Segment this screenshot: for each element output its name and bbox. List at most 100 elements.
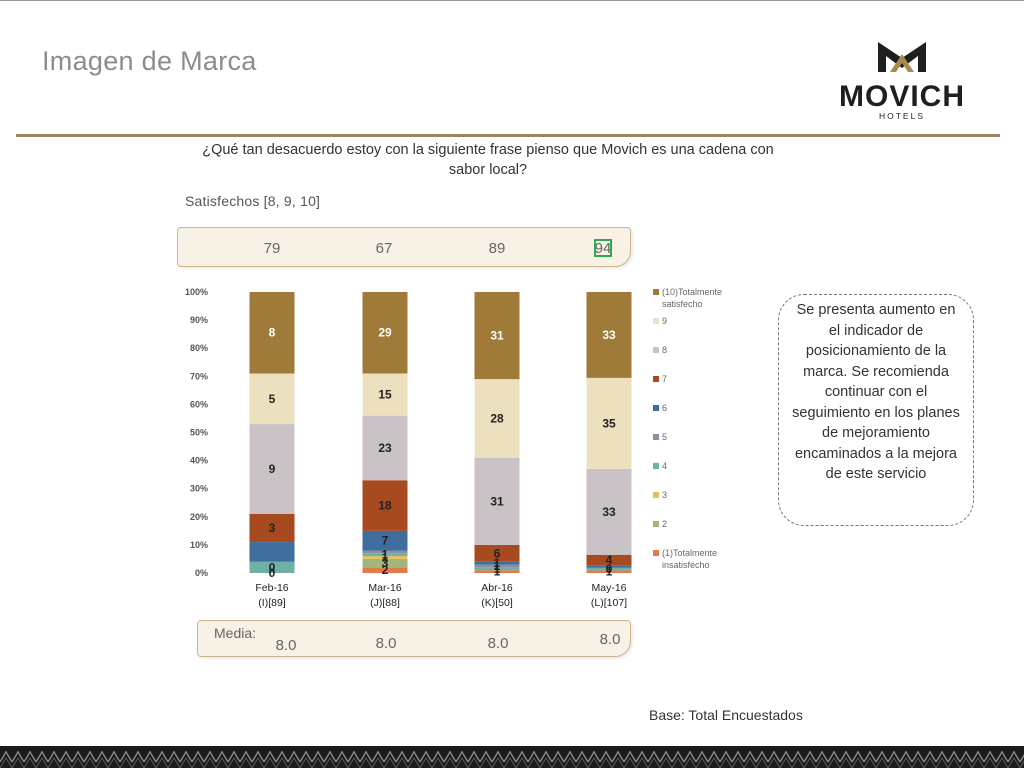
data-label: 31 (490, 494, 504, 508)
satisfied-value: 67 (375, 240, 393, 257)
bar-segment (249, 561, 295, 573)
data-label: 1 (382, 551, 389, 565)
satisfied-label: Satisfechos [8, 9, 10] (185, 193, 321, 209)
bar-segment (474, 379, 520, 458)
survey-question: ¿Qué tan desacuerdo estoy con la siguien… (202, 142, 774, 178)
legend-label: (10)Totalmente (662, 287, 722, 297)
data-label: 23 (378, 441, 392, 455)
media-value: 8.0 (375, 635, 397, 652)
x-base-label: (K)[50] (481, 597, 513, 609)
legend-label: 6 (662, 403, 667, 413)
media-band (197, 620, 631, 657)
data-label: 31 (490, 329, 504, 343)
legend-swatch (653, 550, 659, 556)
data-label: 5 (269, 392, 276, 406)
data-label: 35 (602, 416, 616, 430)
x-tick-label: Feb-16 (255, 582, 288, 594)
bar-segment (474, 561, 520, 565)
legend-swatch (653, 521, 659, 527)
data-label: 1 (606, 565, 613, 579)
data-label: 18 (378, 499, 392, 513)
recommendation-note: Se presenta aumento en el indicador de p… (778, 294, 974, 526)
data-label: 1 (494, 565, 501, 579)
data-label: 0 (269, 566, 276, 580)
x-base-label: (J)[88] (370, 597, 400, 609)
x-base-label: (L)[107] (591, 597, 627, 609)
logo-brand-text: MOVICH (839, 80, 965, 113)
data-label: 4 (606, 553, 613, 567)
legend-label: 8 (662, 345, 667, 355)
bar-segment (249, 513, 295, 543)
bar-segment (362, 415, 408, 481)
satisfied-value: 79 (263, 240, 281, 257)
data-label: 1 (494, 559, 501, 573)
bar-segment (362, 553, 408, 557)
y-tick-label: 80% (190, 343, 208, 353)
bar-segment (474, 544, 520, 562)
y-tick-label: 0% (195, 568, 208, 578)
bar-segment (586, 570, 632, 573)
legend-label: 2 (662, 519, 667, 529)
legend-label: satisfecho (662, 299, 703, 309)
satisfied-value: 94 (594, 240, 612, 257)
bar-segment (474, 457, 520, 545)
data-label: 1 (494, 562, 501, 576)
movich-logo: MOVICH HOTELS (839, 42, 965, 121)
y-tick-label: 60% (190, 399, 208, 409)
legend-swatch (653, 405, 659, 411)
logo-mark-outer (878, 42, 926, 72)
y-tick-label: 70% (190, 371, 208, 381)
bar-segment (362, 556, 408, 559)
media-value: 8.0 (275, 637, 297, 654)
data-label: 8 (269, 326, 276, 340)
top-border (0, 0, 1024, 1)
highlight-box (594, 239, 612, 257)
legend-label: insatisfecho (662, 560, 710, 570)
data-label: 15 (378, 388, 392, 402)
bar-segment (362, 292, 408, 374)
bar-segment (586, 565, 632, 568)
page-title: Imagen de Marca (42, 46, 257, 76)
legend-label: (1)Totalmente (662, 548, 717, 558)
y-tick-label: 20% (190, 512, 208, 522)
bar-segment (362, 480, 408, 531)
bar-segment (586, 292, 632, 378)
x-base-label: (I)[89] (258, 597, 286, 609)
x-tick-label: Abr-16 (481, 582, 513, 594)
media-value: 8.0 (599, 631, 621, 648)
bar-segment (586, 468, 632, 555)
base-note: Base: Total Encuestados (649, 707, 803, 723)
bar-segment (586, 377, 632, 469)
media-value: 8.0 (487, 635, 509, 652)
data-label: 0 (606, 562, 613, 576)
bar-segment (362, 373, 408, 416)
y-tick-label: 50% (190, 428, 208, 438)
y-tick-label: 90% (190, 315, 208, 325)
legend-label: 5 (662, 432, 667, 442)
bar-segment (362, 558, 408, 568)
y-tick-label: 30% (190, 484, 208, 494)
legend-label: 7 (662, 374, 667, 384)
satisfied-band (177, 227, 631, 267)
footer-pattern (0, 746, 1024, 768)
bar-segment (474, 564, 520, 568)
bar-segment (362, 567, 408, 573)
legend-swatch (653, 463, 659, 469)
data-label: 3 (269, 521, 276, 535)
x-tick-label: Mar-16 (368, 582, 401, 594)
data-label: 0 (269, 560, 276, 574)
data-label: 29 (378, 326, 392, 340)
media-label: Media: (214, 625, 257, 641)
y-tick-label: 10% (190, 540, 208, 550)
bar-segment (362, 530, 408, 551)
legend-swatch (653, 347, 659, 353)
x-tick-label: May-16 (591, 582, 626, 594)
data-label: 3 (382, 556, 389, 570)
bar-segment (474, 570, 520, 573)
bar-segment (249, 292, 295, 374)
data-label: 33 (602, 328, 616, 342)
legend-label: 3 (662, 490, 667, 500)
bar-segment (586, 554, 632, 566)
bar-segment (586, 567, 632, 571)
bar-segment (249, 373, 295, 425)
